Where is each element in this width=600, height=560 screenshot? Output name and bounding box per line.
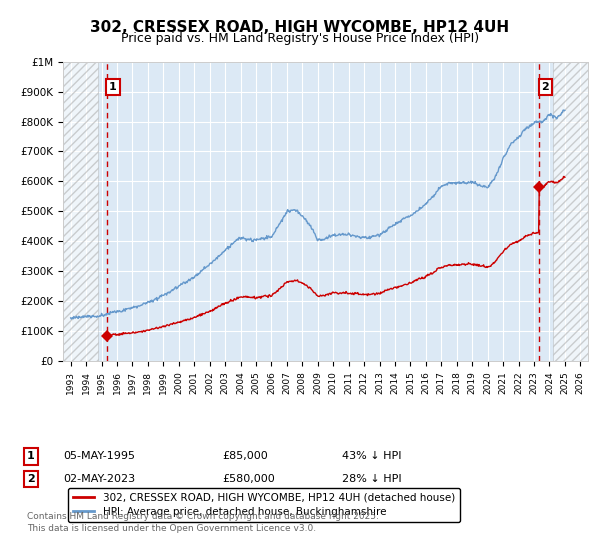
Legend: 302, CRESSEX ROAD, HIGH WYCOMBE, HP12 4UH (detached house), HPI: Average price, : 302, CRESSEX ROAD, HIGH WYCOMBE, HP12 4U… <box>68 488 460 522</box>
Text: 2: 2 <box>541 82 549 92</box>
Text: 43% ↓ HPI: 43% ↓ HPI <box>342 451 401 461</box>
Text: 1: 1 <box>27 451 35 461</box>
Text: 2: 2 <box>27 474 35 484</box>
Text: 1: 1 <box>109 82 117 92</box>
Text: £85,000: £85,000 <box>222 451 268 461</box>
Bar <box>553 62 588 361</box>
Text: 28% ↓ HPI: 28% ↓ HPI <box>342 474 401 484</box>
Text: 02-MAY-2023: 02-MAY-2023 <box>63 474 135 484</box>
Text: £580,000: £580,000 <box>222 474 275 484</box>
Text: Contains HM Land Registry data © Crown copyright and database right 2025.
This d: Contains HM Land Registry data © Crown c… <box>27 512 379 533</box>
Text: 302, CRESSEX ROAD, HIGH WYCOMBE, HP12 4UH: 302, CRESSEX ROAD, HIGH WYCOMBE, HP12 4U… <box>91 20 509 35</box>
Bar <box>63 62 98 361</box>
Text: 05-MAY-1995: 05-MAY-1995 <box>63 451 135 461</box>
Text: Price paid vs. HM Land Registry's House Price Index (HPI): Price paid vs. HM Land Registry's House … <box>121 32 479 45</box>
